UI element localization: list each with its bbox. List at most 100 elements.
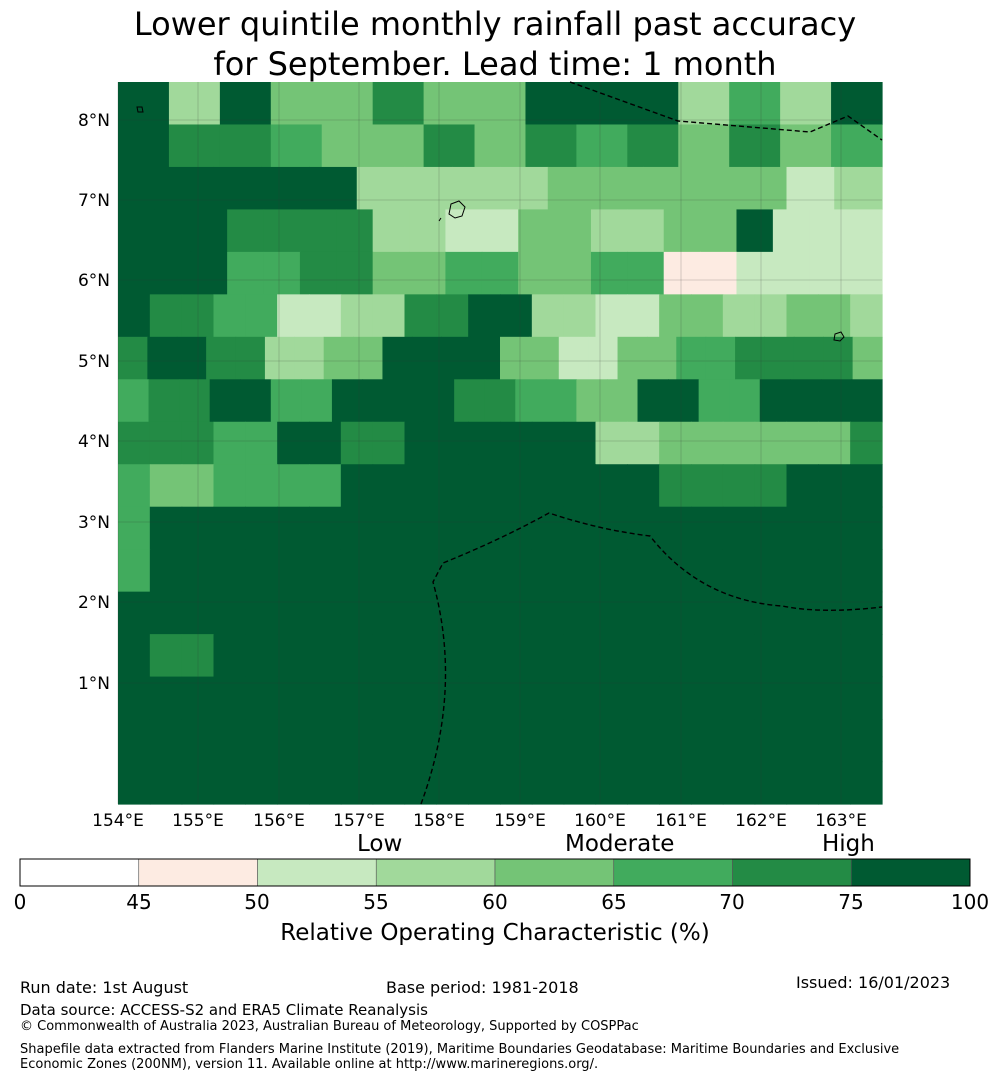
grid-cell [227, 251, 265, 295]
level-low-label: Low [357, 831, 403, 857]
grid-cell [263, 251, 301, 295]
grid-cell [754, 634, 788, 678]
grid-cell [245, 421, 278, 465]
grid-cell [754, 761, 788, 805]
grid-cell [436, 634, 469, 678]
grid-cell [219, 82, 272, 126]
grid-cell [154, 209, 192, 253]
islands [136, 106, 845, 342]
grid-cell [372, 591, 406, 635]
issued-date: Issued: 16/01/2023 [796, 973, 951, 992]
colorbar-swatch [375, 858, 496, 887]
grid-cell [404, 506, 437, 550]
grid-cell [818, 464, 851, 508]
grid-cell [468, 676, 501, 720]
grid-cell [245, 676, 278, 720]
grid-cell [722, 421, 756, 465]
grid-cell [309, 421, 342, 465]
grid-cell [118, 124, 170, 168]
grid-cell [372, 676, 406, 720]
colorbar: 0 45 50 55 60 65 70 75 100 [14, 858, 989, 914]
lat-label-8n: 8°N [78, 111, 110, 131]
grid-cell [563, 591, 597, 635]
grid-cell [545, 379, 577, 423]
grid-cell [834, 166, 883, 211]
grid-cell [659, 591, 692, 635]
grid-cell [235, 336, 266, 380]
grid-cell [554, 251, 592, 295]
grid-cell [118, 294, 151, 338]
grid-cell [213, 464, 246, 508]
grid-cell [529, 336, 560, 380]
grid-cell [118, 676, 151, 720]
grid-cell [445, 251, 483, 295]
lon-label-160e: 160°E [574, 811, 626, 831]
level-high-label: High [822, 831, 875, 857]
grid-cell [764, 336, 795, 380]
island-northwest [136, 106, 144, 113]
grid-cell [729, 124, 781, 168]
grid-cell [590, 251, 628, 295]
grid-cell [118, 336, 148, 380]
grid-cell [409, 209, 447, 253]
grid-cell [595, 464, 628, 508]
map-title: Lower quintile monthly rainfall past acc… [0, 4, 990, 84]
grid-cell [409, 251, 447, 295]
grid-cell [277, 719, 310, 763]
grid-cell [147, 336, 178, 380]
grid-cell [309, 464, 342, 508]
lat-label-2n: 2°N [78, 593, 110, 613]
grid-cell [643, 166, 692, 211]
colorbar-swatch [138, 858, 258, 887]
grid-cell [149, 506, 183, 550]
grid-cell [563, 549, 597, 593]
grid-cell [595, 676, 628, 720]
grid-cell [531, 591, 565, 635]
island-kosrae [833, 331, 845, 342]
grid-cell [698, 379, 730, 423]
grid-cell [845, 209, 883, 253]
grid-cell [213, 421, 246, 465]
longitude-labels: 154°E 155°E 156°E 157°E 158°E 159°E 160°… [92, 811, 867, 831]
grid-cell [362, 379, 394, 423]
grid-cell [219, 124, 272, 168]
grid-cell [404, 166, 453, 211]
base-period: Base period: 1981-2018 [386, 978, 579, 997]
grid-cell [627, 464, 660, 508]
colorbar-swatch [850, 858, 971, 887]
grid-cell [818, 506, 851, 550]
grid-cell [786, 464, 819, 508]
grid-cell [372, 82, 425, 126]
grid-cell [850, 634, 883, 678]
grid-cell [500, 294, 533, 338]
grid-cell [617, 336, 648, 380]
grid-cell [700, 251, 738, 295]
grid-cell [277, 421, 310, 465]
grid-cell [404, 676, 437, 720]
grid-cell [722, 761, 756, 805]
grid-cell [340, 549, 374, 593]
grid-cell [736, 251, 774, 295]
grid-cell [213, 761, 246, 805]
grid-cell [500, 719, 533, 763]
grid-cell [245, 464, 278, 508]
grid-cell [118, 506, 151, 550]
grid-cell [372, 294, 406, 338]
lat-label-3n: 3°N [78, 513, 110, 533]
grid-cell [531, 294, 565, 338]
grid-cell [299, 209, 337, 253]
grid-cell [678, 82, 730, 126]
grid-cell [165, 166, 215, 211]
grid-cell [118, 379, 150, 423]
grid-cell [818, 421, 851, 465]
grid-cell [309, 294, 342, 338]
grid-cell [393, 379, 425, 423]
grid-cell [309, 506, 342, 550]
grid-cell [691, 634, 724, 678]
grid-cell [818, 591, 851, 635]
grid-cell [340, 421, 374, 465]
grid-cell [576, 379, 608, 423]
grid-cell [245, 294, 278, 338]
grid-cell [850, 761, 883, 805]
grid-cell [772, 251, 810, 295]
